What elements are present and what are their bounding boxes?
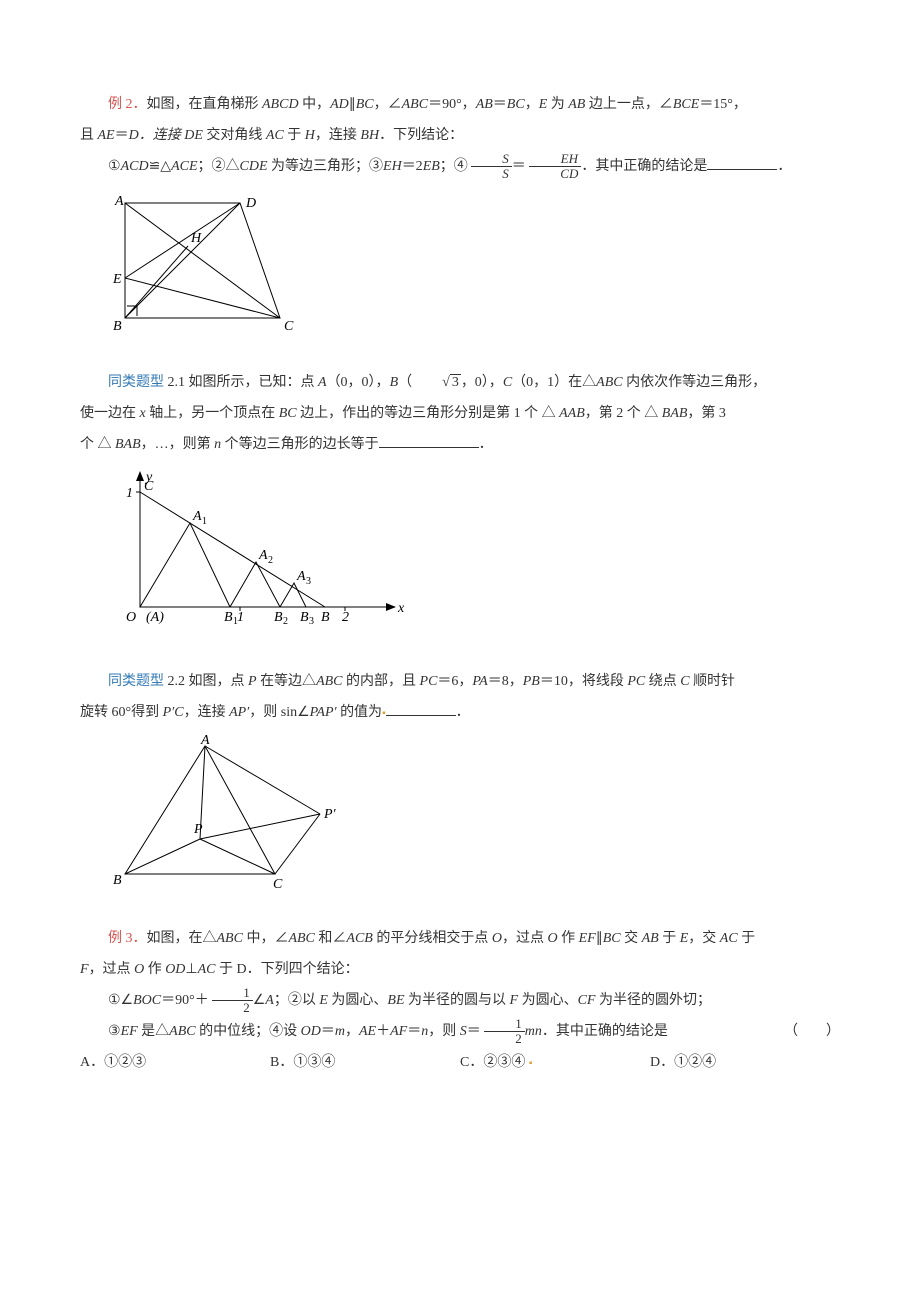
svg-text:A: A (296, 569, 306, 584)
svg-text:P′: P′ (323, 807, 337, 822)
svg-text:A: A (258, 548, 268, 563)
paragraph: 例 2．如图，在直角梯形 ABCD 中，AD∥BC，∠ABC＝90°，AB＝BC… (80, 90, 840, 121)
figure-example-2: A B C D E H (110, 188, 300, 338)
fill-blank (386, 701, 456, 716)
paragraph: 个 △ BAB，…，则第 n 个等边三角形的边长等于． (80, 430, 840, 461)
svg-text:2: 2 (283, 616, 288, 627)
paragraph: 使一边在 x 轴上，另一个顶点在 BC 边上，作出的等边三角形分别是第 1 个 … (80, 399, 840, 430)
label-example: 例 2． (108, 97, 147, 112)
svg-text:1: 1 (126, 486, 133, 501)
sqrt: 3 (412, 368, 461, 399)
choices: A．①②③ B．①③④ C．②③④ ▪ D．①②④ (80, 1048, 840, 1079)
svg-text:2: 2 (342, 610, 349, 625)
choice-b: B．①③④ (270, 1048, 460, 1079)
paragraph: 且 AE＝D．连接 DE 交对角线 AC 于 H，连接 BH．下列结论： (80, 121, 840, 152)
svg-text:(A): (A) (146, 610, 164, 625)
fraction: 12 (484, 1017, 525, 1047)
svg-text:1: 1 (237, 610, 244, 625)
svg-text:2: 2 (268, 555, 273, 566)
svg-text:1: 1 (202, 516, 207, 527)
svg-text:3: 3 (306, 576, 311, 587)
example-2: 例 2．如图，在直角梯形 ABCD 中，AD∥BC，∠ABC＝90°，AB＝BC… (80, 90, 840, 338)
dot-icon: ▪ (529, 1058, 533, 1069)
svg-text:B: B (274, 610, 283, 625)
example-3: 例 3．如图，在△ABC 中，∠ABC 和∠ACB 的平分线相交于点 O，过点 … (80, 924, 840, 1078)
label-example: 例 3． (108, 931, 147, 946)
label-similar: 同类题型 (108, 375, 164, 390)
paragraph: 同类题型 2.1 如图所示，已知：点 A（0，0），B（3，0），C（0，1）在… (80, 368, 840, 399)
paragraph: ③EF 是△ABC 的中位线；④设 OD＝m，AE＋AF＝n，则 S＝ 12mn… (80, 1017, 840, 1048)
svg-text:A: A (114, 194, 124, 209)
paragraph: 例 3．如图，在△ABC 中，∠ABC 和∠ACB 的平分线相交于点 O，过点 … (80, 924, 840, 955)
svg-text:P: P (193, 822, 203, 837)
fraction: SS (471, 152, 512, 182)
paragraph: F，过点 O 作 OD⊥AC 于 D．下列四个结论： (80, 955, 840, 986)
svg-text:C: C (144, 479, 154, 494)
svg-text:H: H (190, 231, 202, 246)
svg-text:O: O (126, 610, 136, 625)
svg-text:1: 1 (233, 616, 238, 627)
svg-text:B: B (300, 610, 309, 625)
svg-text:A: A (192, 509, 202, 524)
svg-text:3: 3 (309, 616, 314, 627)
paragraph: ①ACD≌△ACE；②△CDE 为等边三角形；③EH＝2EB；④ SS＝ EHC… (80, 152, 840, 183)
svg-text:A: A (200, 734, 210, 748)
paragraph: ①∠BOC＝90°＋ 12∠A；②以 E 为圆心、BE 为半径的圆与以 F 为圆… (80, 986, 840, 1017)
fill-blank (707, 155, 777, 170)
similar-2-1: 同类题型 2.1 如图所示，已知：点 A（0，0），B（3，0），C（0，1）在… (80, 368, 840, 636)
svg-text:B: B (113, 873, 122, 888)
similar-2-2: 同类题型 2.2 如图，点 P 在等边△ABC 的内部，且 PC＝6，PA＝8，… (80, 667, 840, 895)
svg-text:C: C (273, 877, 283, 892)
figure-similar-2-1: yx1CO(A)12A1A2A3B1B2B3B (110, 467, 410, 637)
svg-text:B: B (113, 319, 122, 334)
paragraph: 旋转 60°得到 P′C，连接 AP′，则 sin∠PAP′ 的值为▪． (80, 698, 840, 729)
choice-c: C．②③④ ▪ (460, 1048, 650, 1079)
choice-a: A．①②③ (80, 1048, 270, 1079)
svg-text:E: E (112, 272, 122, 287)
figure-similar-2-2: A B C P P′ (110, 734, 340, 894)
svg-text:C: C (284, 319, 294, 334)
paragraph: 同类题型 2.2 如图，点 P 在等边△ABC 的内部，且 PC＝6，PA＝8，… (80, 667, 840, 698)
svg-text:D: D (245, 196, 256, 211)
label-similar: 同类题型 (108, 674, 164, 689)
svg-text:x: x (397, 601, 405, 616)
fraction: EHCD (529, 152, 581, 182)
answer-paren: （ ） (756, 1017, 840, 1048)
fill-blank (379, 433, 479, 448)
svg-text:B: B (321, 610, 330, 625)
svg-text:B: B (224, 610, 233, 625)
choice-d: D．①②④ (650, 1048, 840, 1079)
fraction: 12 (212, 986, 253, 1016)
